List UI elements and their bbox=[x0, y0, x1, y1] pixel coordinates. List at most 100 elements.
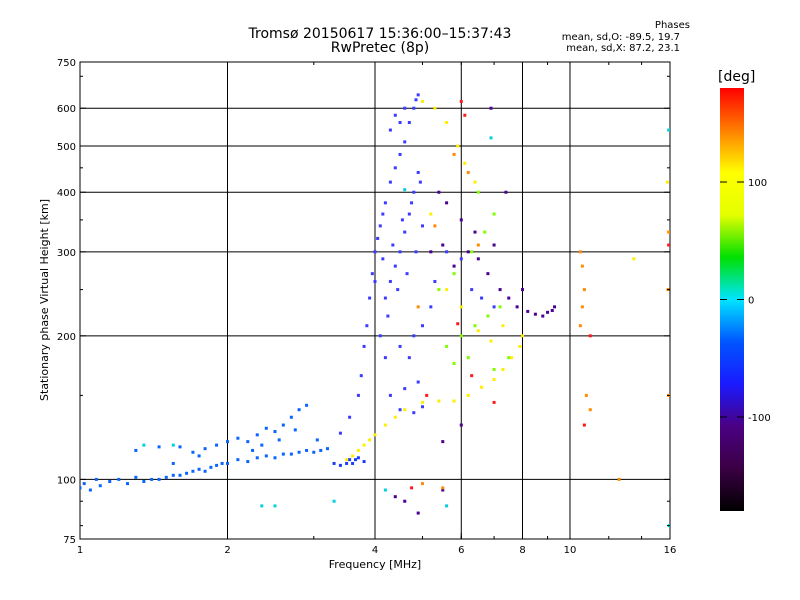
scatter-point bbox=[403, 188, 407, 192]
scatter-point bbox=[383, 488, 387, 492]
scatter-point bbox=[416, 170, 420, 174]
y-tick-label: 750 bbox=[57, 58, 76, 69]
scatter-point bbox=[433, 224, 437, 228]
scatter-point bbox=[236, 458, 240, 462]
scatter-point bbox=[507, 296, 511, 300]
scatter-point bbox=[191, 450, 195, 454]
scatter-point bbox=[260, 504, 264, 508]
scatter-point bbox=[381, 257, 385, 261]
scatter-point bbox=[305, 403, 309, 407]
scatter-point bbox=[381, 212, 385, 216]
scatter-point bbox=[157, 445, 161, 449]
scatter-point bbox=[521, 334, 524, 338]
scatter-point bbox=[398, 121, 402, 125]
scatter-point bbox=[373, 279, 377, 283]
y-tick-label: 600 bbox=[57, 104, 76, 115]
scatter-point bbox=[108, 479, 112, 483]
scatter-point bbox=[362, 443, 366, 447]
scatter-point bbox=[383, 356, 387, 360]
scatter-point bbox=[470, 374, 474, 378]
x-tick-label: 10 bbox=[564, 545, 577, 556]
scatter-point bbox=[164, 475, 168, 479]
x-tick-label: 1 bbox=[77, 545, 83, 556]
colorbar-ticks: 100 0 -100 bbox=[720, 178, 771, 424]
scatter-point bbox=[588, 408, 592, 412]
scatter-point bbox=[251, 448, 255, 452]
scatter-point bbox=[82, 482, 86, 486]
scatter-point bbox=[459, 334, 463, 338]
scatter-point bbox=[665, 180, 669, 184]
scatter-point bbox=[260, 443, 264, 447]
scatter-point bbox=[429, 250, 433, 254]
scatter-point bbox=[463, 161, 467, 165]
scatter-point bbox=[407, 212, 411, 216]
scatter-point bbox=[277, 438, 281, 442]
scatter-point bbox=[429, 305, 433, 309]
scatter-point bbox=[470, 250, 474, 254]
scatter-point bbox=[117, 477, 121, 481]
scatter-point bbox=[414, 250, 418, 254]
scatter-point bbox=[305, 448, 309, 452]
scatter-point bbox=[171, 473, 175, 477]
y-tick-label: 100 bbox=[57, 475, 76, 486]
scatter-point bbox=[416, 93, 420, 97]
scatter-point bbox=[388, 279, 392, 283]
scatter-point bbox=[191, 469, 195, 473]
scatter-point bbox=[403, 106, 407, 110]
scatter-point bbox=[459, 423, 463, 427]
x-tick-label: 4 bbox=[372, 545, 378, 556]
scatter-point bbox=[466, 393, 470, 397]
scatter-point bbox=[319, 448, 323, 452]
scatter-point bbox=[489, 106, 493, 110]
scatter-point bbox=[326, 447, 330, 451]
scatter-point bbox=[403, 408, 407, 412]
grid-layer bbox=[80, 62, 670, 539]
scatter-point bbox=[388, 128, 392, 132]
scatter-point bbox=[420, 224, 424, 228]
scatter-point bbox=[378, 334, 382, 338]
scatter-point bbox=[386, 314, 390, 318]
scatter-point bbox=[420, 482, 424, 486]
scatter-point bbox=[452, 152, 456, 156]
scatter-point bbox=[226, 461, 229, 465]
scatter-point bbox=[550, 308, 554, 312]
scatter-point bbox=[273, 504, 277, 508]
scatter-point bbox=[580, 264, 584, 268]
scatter-point bbox=[373, 433, 377, 437]
y-tick-label: 200 bbox=[57, 332, 76, 343]
scatter-point bbox=[416, 380, 420, 384]
scatter-point bbox=[209, 465, 213, 469]
scatter-point bbox=[445, 504, 449, 508]
scatter-point bbox=[376, 236, 380, 240]
scatter-point bbox=[452, 361, 456, 365]
scatter-point bbox=[80, 486, 82, 490]
scatter-point bbox=[197, 467, 201, 471]
scatter-point bbox=[157, 477, 161, 481]
scatter-point bbox=[456, 144, 460, 148]
scatter-point bbox=[414, 98, 418, 102]
scatter-point bbox=[437, 190, 441, 194]
scatter-point bbox=[407, 121, 411, 125]
scatter-point bbox=[584, 393, 588, 397]
scatter-point bbox=[470, 288, 474, 292]
scatter-point bbox=[492, 212, 496, 216]
scatter-point bbox=[370, 272, 374, 276]
scatter-point bbox=[480, 385, 484, 389]
scatter-point bbox=[348, 458, 352, 462]
scatter-point bbox=[134, 475, 138, 479]
y-tick-label: 75 bbox=[63, 535, 76, 546]
scatter-point bbox=[492, 400, 496, 404]
scatter-point bbox=[220, 461, 224, 465]
scatter-point bbox=[553, 305, 557, 309]
scatter-point bbox=[617, 477, 621, 481]
colorbar-tick-label: 0 bbox=[748, 296, 754, 307]
scatter-point bbox=[504, 190, 508, 194]
scatter-point bbox=[281, 423, 285, 427]
scatter-point bbox=[473, 230, 477, 234]
scatter-point bbox=[88, 488, 92, 492]
x-tick-label: 2 bbox=[224, 545, 230, 556]
scatter-point bbox=[345, 461, 349, 465]
scatter-point bbox=[246, 440, 250, 444]
scatter-point bbox=[134, 448, 138, 452]
scatter-point bbox=[420, 99, 424, 103]
